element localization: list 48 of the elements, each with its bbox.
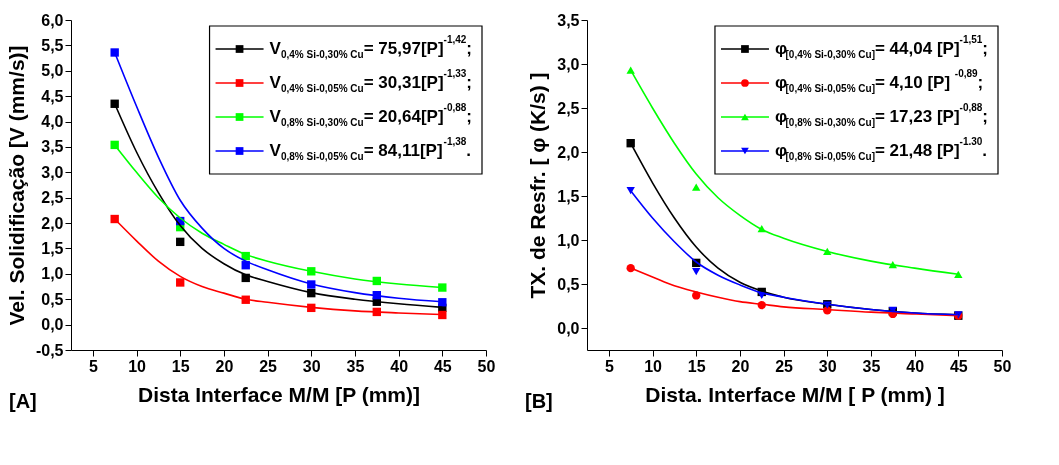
x-tick-label: 20	[215, 357, 234, 375]
x-tick-label: 35	[346, 357, 365, 375]
x-tick-label: 35	[862, 357, 881, 375]
x-tick-label: 5	[604, 357, 614, 375]
y-tick-label: 4,0	[41, 113, 64, 131]
y-tick-label: 3,5	[41, 138, 64, 156]
x-tick-label: 10	[128, 357, 147, 375]
y-tick-label: 1,0	[557, 231, 580, 249]
x-tick-label: 30	[302, 357, 321, 375]
x-tick-label: 50	[477, 357, 496, 375]
y-tick-label: 1,5	[557, 187, 580, 205]
y-tick-label: 0,5	[41, 290, 64, 308]
x-tick-label: 15	[687, 357, 706, 375]
x-axis-title: Dista. Interface M/M [ P (mm) ]	[645, 382, 945, 406]
y-axis-title: Vel. Solidificação [V (mm/s)]	[4, 45, 28, 326]
y-tick-label: 4,5	[41, 87, 64, 105]
y-tick-label: 2,5	[41, 189, 64, 207]
y-tick-label: 0,0	[41, 316, 64, 334]
x-tick-label: 25	[775, 357, 794, 375]
x-tick-label: 20	[731, 357, 750, 375]
y-tick-label: 2,0	[557, 143, 580, 161]
x-tick-label: 40	[390, 357, 409, 375]
y-tick-label: 3,5	[557, 11, 580, 29]
x-tick-label: 45	[433, 357, 452, 375]
x-tick-label: 45	[949, 357, 968, 375]
y-axis-title: TX. de Resfr. [ φ (K/s) ]	[526, 72, 550, 299]
y-tick-label: 1,0	[41, 265, 64, 283]
y-tick-label: -0,5	[35, 341, 64, 359]
y-tick-label: 2,5	[557, 99, 580, 117]
y-tick-label: 5,5	[41, 36, 64, 54]
y-tick-label: 2,0	[41, 214, 64, 232]
x-tick-label: 50	[993, 357, 1012, 375]
y-tick-label: 0,5	[557, 275, 580, 293]
x-tick-label: 25	[259, 357, 278, 375]
text: [A]	[9, 390, 37, 412]
y-tick-label: 1,5	[41, 239, 64, 257]
y-tick-label: 3,0	[557, 55, 580, 73]
x-tick-label: 40	[906, 357, 925, 375]
y-tick-label: 6,0	[41, 11, 64, 29]
x-tick-label: 15	[171, 357, 190, 375]
y-tick-label: 5,0	[41, 62, 64, 80]
y-tick-label: 0,0	[557, 319, 580, 337]
x-axis-title: Dista Interface M/M [P (mm)]	[138, 382, 420, 406]
x-tick-label: 30	[818, 357, 837, 375]
x-tick-label: 10	[644, 357, 663, 375]
text: [B]	[525, 390, 553, 412]
x-tick-label: 5	[88, 357, 98, 375]
y-tick-label: 3,0	[41, 163, 64, 181]
